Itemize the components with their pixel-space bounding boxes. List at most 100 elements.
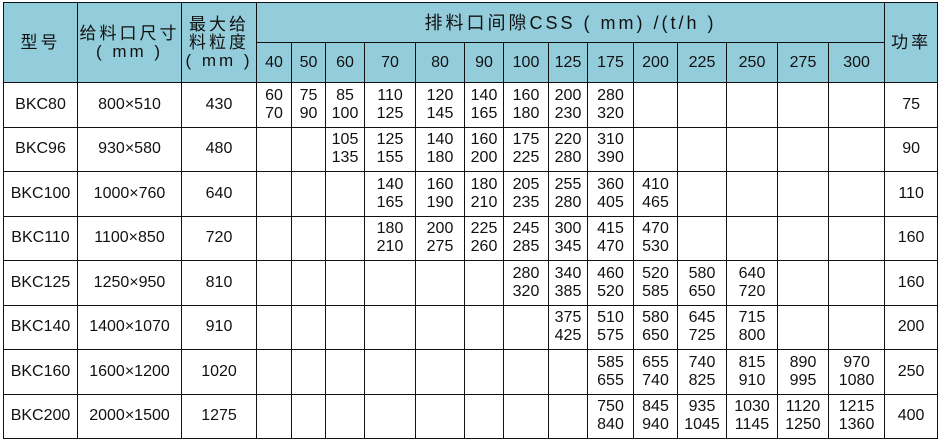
capacity-cell: 280 320 — [503, 260, 549, 306]
capacity-value: 180 — [376, 220, 404, 238]
table-row: BKC125 1250×950 810 280 320 340 385 460 520 520 58… — [3, 260, 939, 306]
capacity-cell — [726, 171, 778, 217]
capacity-value: 405 — [597, 193, 624, 211]
feed-size-cell: 1100×850 — [77, 215, 182, 261]
capacity-cell — [256, 349, 292, 395]
capacity-value: 655 — [642, 353, 669, 371]
css-column-header: 250 — [726, 42, 778, 83]
capacity-value: 210 — [470, 193, 498, 211]
max-feed-cell: 720 — [181, 215, 257, 261]
capacity-value: 740 — [688, 353, 716, 371]
capacity-cell — [415, 260, 465, 306]
capacity-cell — [503, 304, 549, 350]
capacity-cell — [291, 349, 326, 395]
header-power: 功率 — [884, 2, 939, 83]
capacity-cell — [677, 215, 727, 261]
capacity-value: 1030 — [734, 398, 770, 416]
css-column-header: 80 — [415, 42, 465, 83]
capacity-value: 470 — [642, 220, 669, 238]
capacity-cell: 1215 1360 — [827, 393, 886, 439]
table-row: BKC80 800×510 430 60 70 75 90 85 100 110 125 120 145… — [3, 82, 939, 128]
capacity-value: 425 — [554, 327, 582, 345]
capacity-value: 415 — [597, 220, 624, 238]
model-cell: BKC96 — [3, 126, 78, 172]
capacity-value: 655 — [597, 371, 624, 389]
capacity-cell — [827, 126, 886, 172]
capacity-cell — [827, 260, 886, 306]
css-column-header: 70 — [364, 42, 416, 83]
capacity-cell: 750 840 — [587, 393, 634, 439]
capacity-value: 280 — [554, 193, 582, 211]
capacity-value: 125 — [376, 131, 404, 149]
capacity-cell: 225 260 — [464, 215, 504, 261]
feed-size-cell: 1000×760 — [77, 171, 182, 217]
table-row: BKC160 1600×1200 1020 585 655 655 740 740 825 815… — [3, 349, 939, 395]
capacity-cell: 655 740 — [633, 349, 678, 395]
capacity-cell — [548, 393, 588, 439]
capacity-value: 360 — [597, 175, 624, 193]
capacity-cell: 200 230 — [548, 82, 588, 128]
capacity-value: 800 — [738, 327, 766, 345]
capacity-value: 890 — [789, 353, 817, 371]
max-feed-cell: 430 — [181, 82, 257, 128]
capacity-cell — [415, 393, 465, 439]
capacity-cell: 410 465 — [633, 171, 678, 217]
capacity-cell: 180 210 — [464, 171, 504, 217]
capacity-cell — [777, 304, 829, 350]
capacity-cell: 160 190 — [415, 171, 465, 217]
capacity-cell: 580 650 — [677, 260, 727, 306]
power-cell: 160 — [884, 260, 939, 306]
capacity-cell: 110 125 — [364, 82, 416, 128]
capacity-value: 750 — [597, 398, 624, 416]
css-column-header: 275 — [777, 42, 829, 83]
capacity-cell — [677, 171, 727, 217]
capacity-cell — [325, 215, 365, 261]
feed-size-cell: 930×580 — [77, 126, 182, 172]
table-row: BKC96 930×580 480 105 135 125 155 140 180 160 200 1… — [3, 126, 939, 172]
capacity-cell — [256, 260, 292, 306]
capacity-cell — [325, 260, 365, 306]
capacity-cell: 160 200 — [464, 126, 504, 172]
capacity-cell: 120 145 — [415, 82, 465, 128]
capacity-cell — [325, 393, 365, 439]
capacity-value: 585 — [642, 282, 669, 300]
css-column-header: 90 — [464, 42, 504, 83]
capacity-value: 90 — [299, 104, 318, 122]
max-feed-cell: 1275 — [181, 393, 257, 439]
table-row: BKC140 1400×1070 910 375 425 510 575 580 650 645 7… — [3, 304, 939, 350]
capacity-value: 285 — [512, 238, 540, 256]
capacity-cell: 140 165 — [464, 82, 504, 128]
model-cell: BKC110 — [3, 215, 78, 261]
capacity-value: 230 — [554, 104, 582, 122]
capacity-cell: 845 940 — [633, 393, 678, 439]
capacity-value: 220 — [554, 131, 582, 149]
capacity-value: 1250 — [785, 416, 821, 434]
capacity-cell — [256, 171, 292, 217]
capacity-value: 815 — [738, 353, 766, 371]
max-feed-cell: 1020 — [181, 349, 257, 395]
capacity-value: 210 — [376, 238, 404, 256]
capacity-cell — [325, 304, 365, 350]
power-cell: 250 — [884, 349, 939, 395]
capacity-value: 375 — [554, 309, 582, 327]
capacity-value: 225 — [470, 220, 498, 238]
capacity-cell — [256, 215, 292, 261]
css-column-header: 100 — [503, 42, 549, 83]
capacity-value: 465 — [642, 193, 669, 211]
capacity-cell: 140 165 — [364, 171, 416, 217]
capacity-value: 715 — [738, 309, 766, 327]
capacity-value: 100 — [331, 104, 359, 122]
capacity-cell: 580 650 — [633, 304, 678, 350]
capacity-value: 520 — [597, 282, 624, 300]
capacity-cell: 175 225 — [503, 126, 549, 172]
capacity-value: 160 — [512, 86, 540, 104]
capacity-value: 340 — [554, 264, 582, 282]
model-cell: BKC200 — [3, 393, 78, 439]
capacity-cell: 970 1080 — [827, 349, 886, 395]
capacity-cell: 415 470 — [587, 215, 634, 261]
capacity-value: 180 — [470, 175, 498, 193]
capacity-value: 935 — [688, 398, 716, 416]
capacity-cell — [364, 393, 416, 439]
power-cell: 160 — [884, 215, 939, 261]
capacity-value: 110 — [377, 86, 403, 104]
